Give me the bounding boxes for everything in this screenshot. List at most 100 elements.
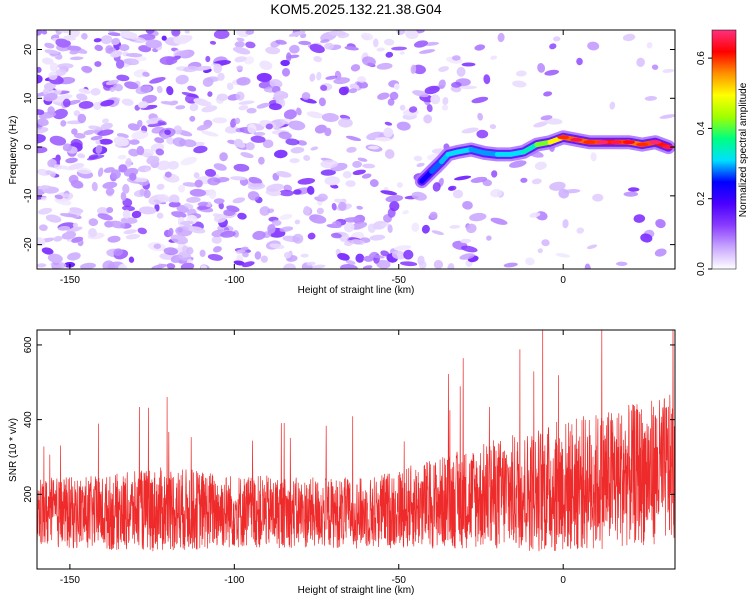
spectrogram-noise-blob [240,246,249,251]
spectrogram-noise-blob [540,115,553,121]
spectrogram-noise-blob [537,63,546,73]
spectrogram-noise-blob [372,220,387,230]
spectrogram-noise-blob [426,104,433,113]
spectrogram-noise-blob [177,184,186,193]
spectrogram-noise-blob [447,263,455,269]
spectrogram-noise-blob [459,253,475,260]
spectrogram-x-tick-label: -150 [60,275,80,286]
spectrogram-noise-blob [410,64,417,74]
spectrogram-noise-blob [279,226,294,232]
spectrogram-noise-blob [156,183,165,190]
spectrogram-noise-blob [531,178,542,185]
spectrogram-noise-blob [207,253,223,261]
spectrogram-noise-blob [549,181,566,191]
spectrogram-noise-blob [106,206,114,214]
signal-track-peak [662,145,675,150]
spectrogram-noise-blob [236,76,251,86]
spectrogram-noise-blob [438,66,449,72]
spectrogram-noise-blob [320,159,338,169]
spectrogram-noise-blob [592,193,604,202]
spectrogram-noise-blob [39,224,48,232]
spectrogram-noise-blob [349,83,360,90]
spectrogram-noise-blob [369,179,379,188]
figure-title: KOM5.2025.132.21.38.G04 [270,1,441,17]
spectrogram-noise-blob [44,42,55,49]
spectrogram-noise-blob [385,51,394,58]
spectrogram-noise-blob [71,236,84,243]
spectrogram-noise-blob [153,243,161,250]
colorbar-tick-label: 0.4 [696,121,707,135]
spectrogram-noise-blob [627,187,640,192]
spectrogram-noise-blob [400,261,418,267]
spectrogram-noise-blob [163,247,178,256]
spectrogram-noise-blob [509,160,527,168]
spectrogram-noise-blob [460,238,471,244]
snr-x-tick-label: 0 [560,575,566,586]
spectrogram-noise-blob [45,214,62,223]
spectrogram-noise-blob [107,235,121,243]
spectrogram-noise-blob [549,43,557,50]
spectrogram-noise-blob [384,121,393,126]
spectrogram-noise-blob [200,265,208,269]
spectrogram-noise-blob [189,115,196,122]
signal-track-peak [596,140,609,145]
spectrogram-noise-blob [164,171,172,178]
spectrogram-noise-blob [361,173,372,179]
spectrogram-noise-blob [125,234,140,240]
spectrogram-x-axis: -150 -100 -50 0 [60,30,566,286]
spectrogram-noise-blob [534,161,547,170]
spectrogram-noise-blob [41,30,48,35]
spectrogram-noise-blob [59,213,78,218]
signal-track-peak [609,140,622,145]
spectrogram-noise-blob [520,177,528,183]
spectrogram-noise-blob [47,253,63,263]
spectrogram-noise-blob [213,198,225,204]
spectrogram-noise-blob [320,39,330,44]
spectrogram-noise-blob [41,196,47,201]
spectrogram-noise-blob [238,100,255,105]
spectrogram-noise-blob [110,169,121,180]
spectrogram-noise-blob [123,58,139,66]
spectrogram-noise-blob [273,90,287,101]
snr-series-line [37,330,675,552]
spectrogram-noise-blob [320,169,336,176]
spectrogram-noise-blob [208,189,217,199]
spectrogram-noise-blob [164,129,171,136]
spectrogram-noise-blob [345,135,362,142]
spectrogram-noise-blob [529,212,541,218]
spectrogram-noise-blob [590,152,597,162]
spectrogram-noise-blob [269,79,283,89]
spectrogram-noise-blob [156,85,163,94]
spectrogram-noise-blob [348,88,358,94]
spectrogram-noise-blob [233,260,246,266]
spectrogram-noise-blob [54,194,64,200]
spectrogram-noise-blob [55,68,67,77]
spectrogram-noise-blob [207,177,221,186]
colorbar-tick-label: 0.6 [696,51,707,65]
spectrogram-noise-blob [576,227,585,234]
colorbar-tick-label: 0.2 [696,191,707,205]
spectrogram-noise-blob [173,125,183,135]
spectrogram-noise-blob [155,148,165,156]
spectrogram-noise-blob [223,208,236,217]
spectrogram-noise-blob [413,155,423,162]
spectrogram-noise-blob [456,66,466,77]
spectrogram-noise-blob [159,56,178,65]
spectrogram-noise-blob [447,185,457,191]
spectrogram-noise-blob [340,263,358,269]
spectrogram-noise-blob [269,119,286,128]
spectrogram-noise-blob [384,149,395,159]
spectrogram-noise-blob [252,230,266,240]
spectrogram-noise-blob [117,154,127,160]
signal-track-peak [636,142,649,147]
spectrogram-noise-blob [232,197,246,204]
spectrogram-noise-blob [287,54,300,59]
spectrogram-noise-blob [254,251,262,260]
spectrogram-noise-blob [609,101,616,110]
spectrogram-noise-blob [168,201,181,208]
spectrogram-noise-blob [94,44,103,52]
spectrogram-noise-blob [266,183,284,192]
snr-x-tick-label: -150 [60,575,80,586]
spectrogram-noise-blob [454,175,472,181]
spectrogram-noise-blob [461,245,478,253]
